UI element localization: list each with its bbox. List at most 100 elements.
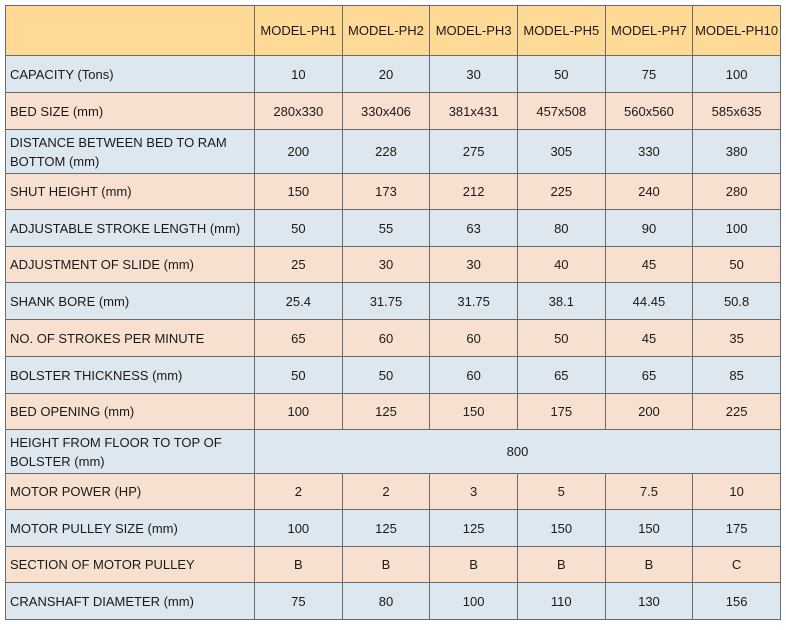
row-label: ADJUSTABLE STROKE LENGTH (mm) [5,209,255,247]
table-cell: 50 [341,356,431,394]
row-label: DISTANCE BETWEEN BED TO RAM BOTTOM (mm) [5,129,255,174]
table-row-merged: HEIGHT FROM FLOOR TO TOP OF BOLSTER (mm)… [5,429,781,474]
table-cell: 75 [254,582,343,620]
row-label: BED OPENING (mm) [5,393,255,430]
header-model-ph5: MODEL-PH5 [516,5,606,56]
table-cell: 85 [692,356,781,394]
table-cell: 10 [254,55,343,93]
table-cell: 3 [429,473,518,510]
table-cell: 100 [692,55,781,93]
table-row: MOTOR PULLEY SIZE (mm) 100 125 125 150 1… [5,509,781,547]
table-cell: 20 [341,55,431,93]
table-row: BOLSTER THICKNESS (mm) 50 50 60 65 65 85 [5,356,781,394]
table-cell: 150 [604,509,694,547]
table-cell: 75 [604,55,694,93]
table-cell: B [516,546,606,583]
table-cell: 100 [254,393,343,430]
row-label: ADJUSTMENT OF SLIDE (mm) [5,246,255,283]
table-cell: 110 [516,582,606,620]
table-cell: 50 [516,319,606,357]
table-cell: 38.1 [516,282,606,320]
row-label: MOTOR PULLEY SIZE (mm) [5,509,255,547]
table-cell: 280 [692,173,781,210]
table-cell: 63 [429,209,518,247]
table-cell: 175 [692,509,781,547]
table-cell: 240 [604,173,694,210]
table-cell: 330 [604,129,694,174]
table-cell: 330x406 [341,92,431,130]
table-cell: 212 [429,173,518,210]
table-cell: 40 [516,246,606,283]
row-label: CRANSHAFT DIAMETER (mm) [5,582,255,620]
table-cell: 25.4 [254,282,343,320]
table-cell: 150 [516,509,606,547]
table-cell: 100 [254,509,343,547]
table-row: NO. OF STROKES PER MINUTE 65 60 60 50 45… [5,319,781,357]
row-label: SHUT HEIGHT (mm) [5,173,255,210]
table-cell: 90 [604,209,694,247]
table-row: ADJUSTABLE STROKE LENGTH (mm) 50 55 63 8… [5,209,781,247]
table-cell: 173 [341,173,431,210]
table-cell: B [254,546,343,583]
table-cell: 305 [516,129,606,174]
spec-table-container: MODEL-PH1 MODEL-PH2 MODEL-PH3 MODEL-PH5 … [5,5,781,620]
table-cell: 380 [692,129,781,174]
table-cell: 200 [254,129,343,174]
table-cell: 35 [692,319,781,357]
table-row: BED SIZE (mm) 280x330 330x406 381x431 45… [5,92,781,130]
merged-value-cell: 800 [254,429,781,474]
table-cell: 60 [429,356,518,394]
row-label: MOTOR POWER (HP) [5,473,255,510]
table-cell: 5 [516,473,606,510]
table-cell: 30 [341,246,431,283]
table-cell: 100 [692,209,781,247]
table-cell: 125 [341,509,431,547]
table-cell: 130 [604,582,694,620]
table-row: SHUT HEIGHT (mm) 150 173 212 225 240 280 [5,173,781,210]
table-cell: 100 [429,582,518,620]
header-model-ph10: MODEL-PH10 [692,5,781,56]
table-cell: 65 [516,356,606,394]
row-label: BOLSTER THICKNESS (mm) [5,356,255,394]
table-cell: 45 [604,246,694,283]
table-cell: 225 [692,393,781,430]
row-label: NO. OF STROKES PER MINUTE [5,319,255,357]
table-cell: B [604,546,694,583]
table-cell: 31.75 [429,282,518,320]
table-cell: 381x431 [429,92,518,130]
header-model-ph7: MODEL-PH7 [604,5,694,56]
table-cell: 150 [429,393,518,430]
table-cell: 156 [692,582,781,620]
table-row: DISTANCE BETWEEN BED TO RAM BOTTOM (mm) … [5,129,781,174]
table-cell: 150 [254,173,343,210]
table-cell: 30 [429,55,518,93]
table-cell: 175 [516,393,606,430]
table-cell: 457x508 [516,92,606,130]
table-cell: 30 [429,246,518,283]
header-corner-cell [5,5,255,56]
table-cell: 585x635 [692,92,781,130]
table-cell: 225 [516,173,606,210]
table-row: SHANK BORE (mm) 25.4 31.75 31.75 38.1 44… [5,282,781,320]
table-row: MOTOR POWER (HP) 2 2 3 5 7.5 10 [5,473,781,510]
table-row: CRANSHAFT DIAMETER (mm) 75 80 100 110 13… [5,582,781,620]
table-cell: 2 [254,473,343,510]
table-row: ADJUSTMENT OF SLIDE (mm) 25 30 30 40 45 … [5,246,781,283]
row-label: SECTION OF MOTOR PULLEY [5,546,255,583]
table-cell: 50 [692,246,781,283]
table-row: CAPACITY (Tons) 10 20 30 50 75 100 [5,55,781,93]
table-cell: 200 [604,393,694,430]
table-cell: 25 [254,246,343,283]
table-row: BED OPENING (mm) 100 125 150 175 200 225 [5,393,781,430]
table-cell: 65 [604,356,694,394]
table-cell: 125 [429,509,518,547]
table-cell: 80 [341,582,431,620]
table-cell: 45 [604,319,694,357]
table-cell: 275 [429,129,518,174]
table-cell: B [429,546,518,583]
table-cell: 125 [341,393,431,430]
table-cell: 55 [341,209,431,247]
header-model-ph2: MODEL-PH2 [341,5,431,56]
header-model-ph1: MODEL-PH1 [254,5,343,56]
table-cell: 50.8 [692,282,781,320]
